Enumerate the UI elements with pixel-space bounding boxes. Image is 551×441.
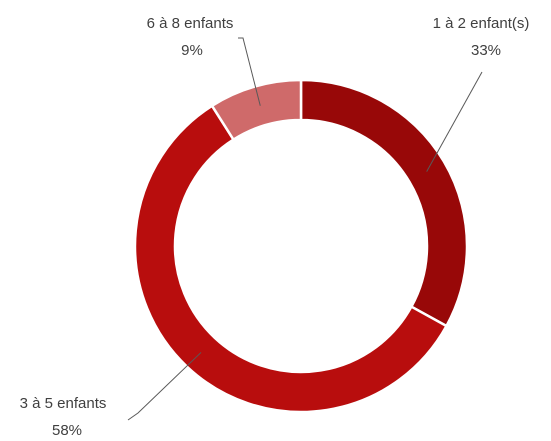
slice-label-6-8-enfants: 6 à 8 enfants	[147, 15, 234, 32]
leader-line-0	[426, 71, 483, 172]
slice-value-1-2-enfants: 33%	[471, 42, 501, 59]
donut-slice-0	[299, 78, 469, 328]
slice-label-3-5-enfants: 3 à 5 enfants	[20, 395, 107, 412]
leader-line-2	[238, 37, 261, 106]
donut-slice-2	[210, 78, 303, 142]
donut-slices	[133, 78, 469, 414]
leader-line-1	[127, 352, 202, 421]
donut-slice-1	[133, 104, 449, 414]
data-labels: 1 à 2 enfant(s) 33% 3 à 5 enfants 58% 6 …	[20, 15, 530, 439]
slice-value-3-5-enfants: 58%	[52, 422, 82, 439]
slice-label-1-2-enfants: 1 à 2 enfant(s)	[433, 15, 530, 32]
label-leader-lines	[127, 37, 483, 421]
slice-value-6-8-enfants: 9%	[181, 42, 203, 59]
